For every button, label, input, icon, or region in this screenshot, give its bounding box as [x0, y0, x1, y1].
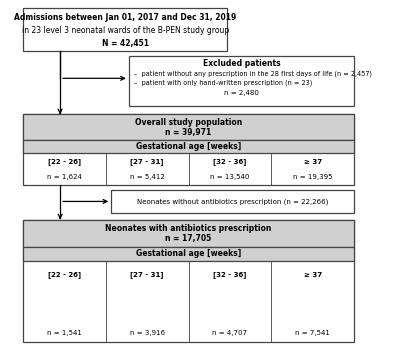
Text: n = 4,707: n = 4,707	[212, 330, 247, 336]
Text: n = 19,395: n = 19,395	[293, 174, 332, 181]
Text: [32 - 36]: [32 - 36]	[213, 271, 246, 278]
Text: Excluded patients: Excluded patients	[202, 59, 280, 68]
Text: ≥ 37: ≥ 37	[304, 272, 322, 277]
Text: [32 - 36]: [32 - 36]	[213, 158, 246, 165]
Text: n = 2,480: n = 2,480	[224, 90, 259, 96]
Bar	[23, 8, 227, 51]
Text: Gestational age [weeks]: Gestational age [weeks]	[136, 142, 241, 151]
Bar	[23, 219, 354, 342]
Text: [22 - 26]: [22 - 26]	[48, 158, 81, 165]
Text: n = 13,540: n = 13,540	[210, 174, 250, 181]
Text: ≥ 37: ≥ 37	[304, 159, 322, 165]
Bar	[111, 190, 354, 213]
Text: Admissions between Jan 01, 2017 and Dec 31, 2019: Admissions between Jan 01, 2017 and Dec …	[14, 12, 236, 21]
Text: N = 42,451: N = 42,451	[102, 39, 149, 48]
Text: n = 3,916: n = 3,916	[130, 330, 165, 336]
Bar	[23, 219, 354, 247]
Text: [27 - 31]: [27 - 31]	[130, 158, 164, 165]
Bar	[129, 56, 354, 106]
Text: in 23 level 3 neonatal wards of the B-PEN study group: in 23 level 3 neonatal wards of the B-PE…	[22, 26, 229, 35]
Text: n = 1,624: n = 1,624	[47, 174, 82, 181]
Text: –  patient without any prescription in the 28 first days of life (n = 2,457): – patient without any prescription in th…	[134, 71, 372, 78]
Text: [22 - 26]: [22 - 26]	[48, 271, 81, 278]
Text: n = 5,412: n = 5,412	[130, 174, 164, 181]
Bar	[23, 115, 354, 140]
Text: Neonates without antibiotics prescription (n = 22,266): Neonates without antibiotics prescriptio…	[137, 198, 328, 205]
Text: –  patient with only hand-written prescription (n = 23): – patient with only hand-written prescri…	[134, 80, 312, 86]
Text: [27 - 31]: [27 - 31]	[130, 271, 164, 278]
Text: n = 7,541: n = 7,541	[295, 330, 330, 336]
Text: Gestational age [weeks]: Gestational age [weeks]	[136, 249, 241, 258]
Text: Overall study population
n = 39,971: Overall study population n = 39,971	[135, 118, 242, 137]
Bar	[23, 115, 354, 185]
Bar	[23, 140, 354, 153]
Text: Neonates with antibiotics prescription
n = 17,705: Neonates with antibiotics prescription n…	[105, 224, 272, 243]
Text: n = 1,541: n = 1,541	[47, 330, 82, 336]
Bar	[23, 247, 354, 261]
